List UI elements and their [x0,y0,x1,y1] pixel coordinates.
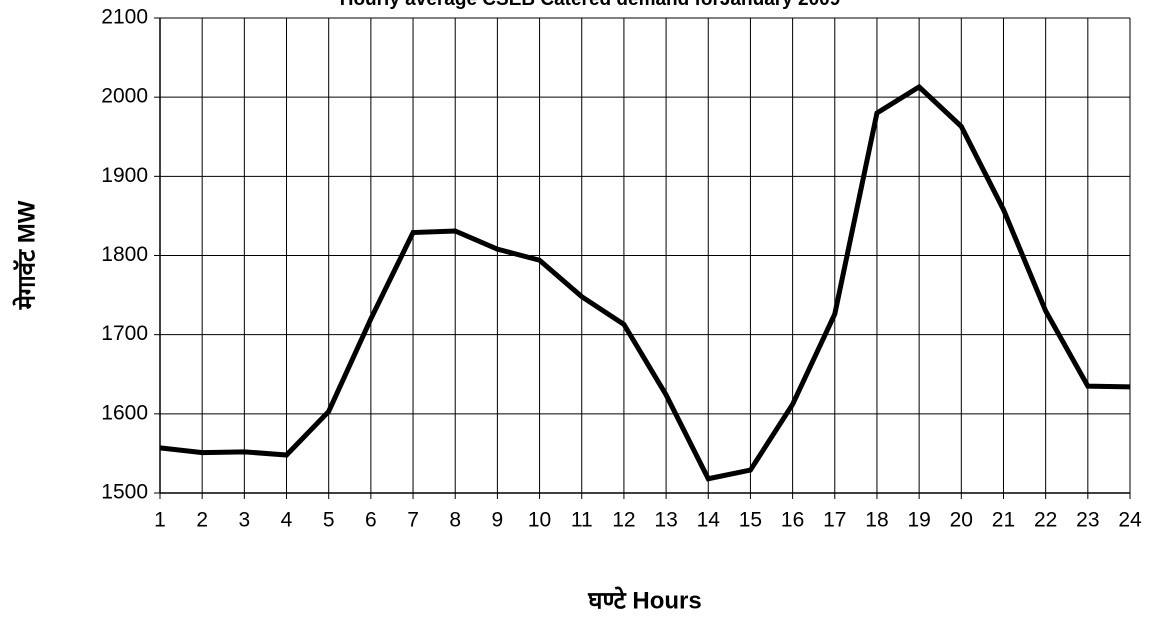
chart-title: Hourly average CSEB Catered demand forJa… [340,0,841,10]
y-tick-label: 1900 [101,164,148,187]
x-axis-label: घण्टे Hours [587,586,701,614]
data-line [159,83,1131,482]
x-tick-label: 16 [781,509,804,532]
y-tick-label: 1500 [101,481,148,504]
x-tick-label: 18 [865,509,888,532]
x-tick-label: 19 [907,509,930,532]
x-tick-label: 20 [950,509,973,532]
x-tick-label: 8 [449,509,461,532]
x-tick-label: 1 [154,509,166,532]
x-tick-label: 10 [528,509,551,532]
y-tick-label: 1800 [101,243,148,266]
x-tick-label: 4 [281,509,293,532]
x-tick-label: 9 [492,509,504,532]
x-tick-label: 24 [1118,509,1142,532]
x-tick-label: 17 [823,509,846,532]
y-tick-label: 1700 [101,322,148,345]
x-tick-label: 7 [407,509,419,532]
y-tick-label: 1600 [101,401,148,424]
y-tick-label: 2100 [101,6,148,29]
x-tick-label: 14 [697,509,721,532]
x-tick-label: 15 [739,509,762,532]
x-tick-label: 11 [571,509,593,532]
y-axis-label: मेगावॅट MW [12,200,40,310]
x-tick-label: 21 [992,509,1015,532]
x-tick-label: 5 [323,509,335,532]
x-tick-label: 12 [612,509,635,532]
x-tick-label: 22 [1034,509,1057,532]
x-tick-label: 23 [1076,509,1099,532]
x-tick-label: 2 [196,509,208,532]
x-tick-label: 6 [365,509,377,532]
x-tick-label: 3 [239,509,251,532]
y-tick-label: 2000 [101,85,148,108]
x-tick-label: 13 [654,509,677,532]
